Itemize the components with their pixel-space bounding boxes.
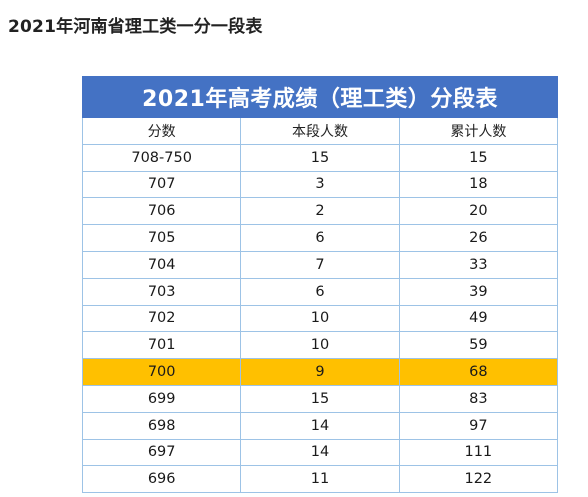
score-cell: 703 (81, 277, 242, 306)
score-cell: 706 (81, 197, 242, 226)
score-cell: 697 (81, 438, 242, 467)
column-header-cumulative: 累计人数 (398, 117, 559, 145)
count-cell: 14 (240, 438, 400, 467)
count-cell: 14 (240, 411, 400, 440)
column-header-score: 分数 (81, 117, 242, 145)
cumulative-cell: 59 (398, 331, 559, 360)
table-row: 696 11 122 (81, 465, 559, 494)
cumulative-cell: 122 (398, 465, 559, 494)
score-cell: 699 (81, 384, 242, 413)
count-cell: 15 (240, 384, 400, 413)
table-title-row: 2021年高考成绩（理工类）分段表 (82, 76, 558, 118)
table-row: 702 10 49 (81, 304, 559, 333)
cumulative-cell: 26 (398, 224, 559, 252)
table-row: 701 10 59 (81, 331, 559, 360)
cumulative-cell: 68 (398, 358, 559, 386)
cumulative-cell: 83 (398, 384, 559, 413)
score-cell: 708-750 (81, 143, 242, 172)
score-cell: 705 (81, 224, 242, 252)
count-cell: 7 (240, 250, 400, 279)
score-cell: 696 (81, 465, 242, 494)
table-title: 2021年高考成绩（理工类）分段表 (82, 76, 558, 118)
count-cell: 2 (240, 197, 400, 226)
cumulative-cell: 97 (398, 411, 559, 440)
count-cell: 10 (240, 331, 400, 360)
count-cell: 6 (240, 224, 400, 252)
cumulative-cell: 33 (398, 250, 559, 279)
count-cell: 6 (240, 277, 400, 306)
table-body: 708-750 15 15 707 3 18 706 2 20 705 6 26 704 7 33 703 6 3… (81, 143, 559, 494)
count-cell: 10 (240, 304, 400, 333)
cumulative-cell: 15 (398, 143, 559, 172)
cumulative-cell: 111 (398, 438, 559, 467)
table-header-row: 分数 本段人数 累计人数 (81, 117, 559, 145)
cumulative-cell: 20 (398, 197, 559, 226)
table-row: 697 14 111 (81, 438, 559, 467)
table-row: 706 2 20 (81, 197, 559, 226)
score-cell: 698 (81, 411, 242, 440)
table-row: 699 15 83 (81, 384, 559, 413)
score-cell: 704 (81, 250, 242, 279)
column-header-count: 本段人数 (240, 117, 400, 145)
table-row: 705 6 26 (81, 224, 559, 252)
table-row: 704 7 33 (81, 250, 559, 279)
cumulative-cell: 39 (398, 277, 559, 306)
table-row: 707 3 18 (81, 170, 559, 199)
count-cell: 9 (240, 358, 400, 386)
cumulative-cell: 18 (398, 170, 559, 199)
cumulative-cell: 49 (398, 304, 559, 333)
table-row: 708-750 15 15 (81, 143, 559, 172)
score-distribution-table: 2021年高考成绩（理工类）分段表 分数 本段人数 累计人数 708-750 15… (81, 76, 559, 494)
table-row: 703 6 39 (81, 277, 559, 306)
count-cell: 15 (240, 143, 400, 172)
score-cell: 701 (81, 331, 242, 360)
score-cell: 707 (81, 170, 242, 199)
score-cell: 700 (81, 358, 242, 386)
count-cell: 3 (240, 170, 400, 199)
table-row: 700 9 68 (81, 358, 559, 386)
count-cell: 11 (240, 465, 400, 494)
table-row: 698 14 97 (81, 411, 559, 440)
score-cell: 702 (81, 304, 242, 333)
page-heading: 2021年河南省理工类一分一段表 (8, 17, 263, 37)
